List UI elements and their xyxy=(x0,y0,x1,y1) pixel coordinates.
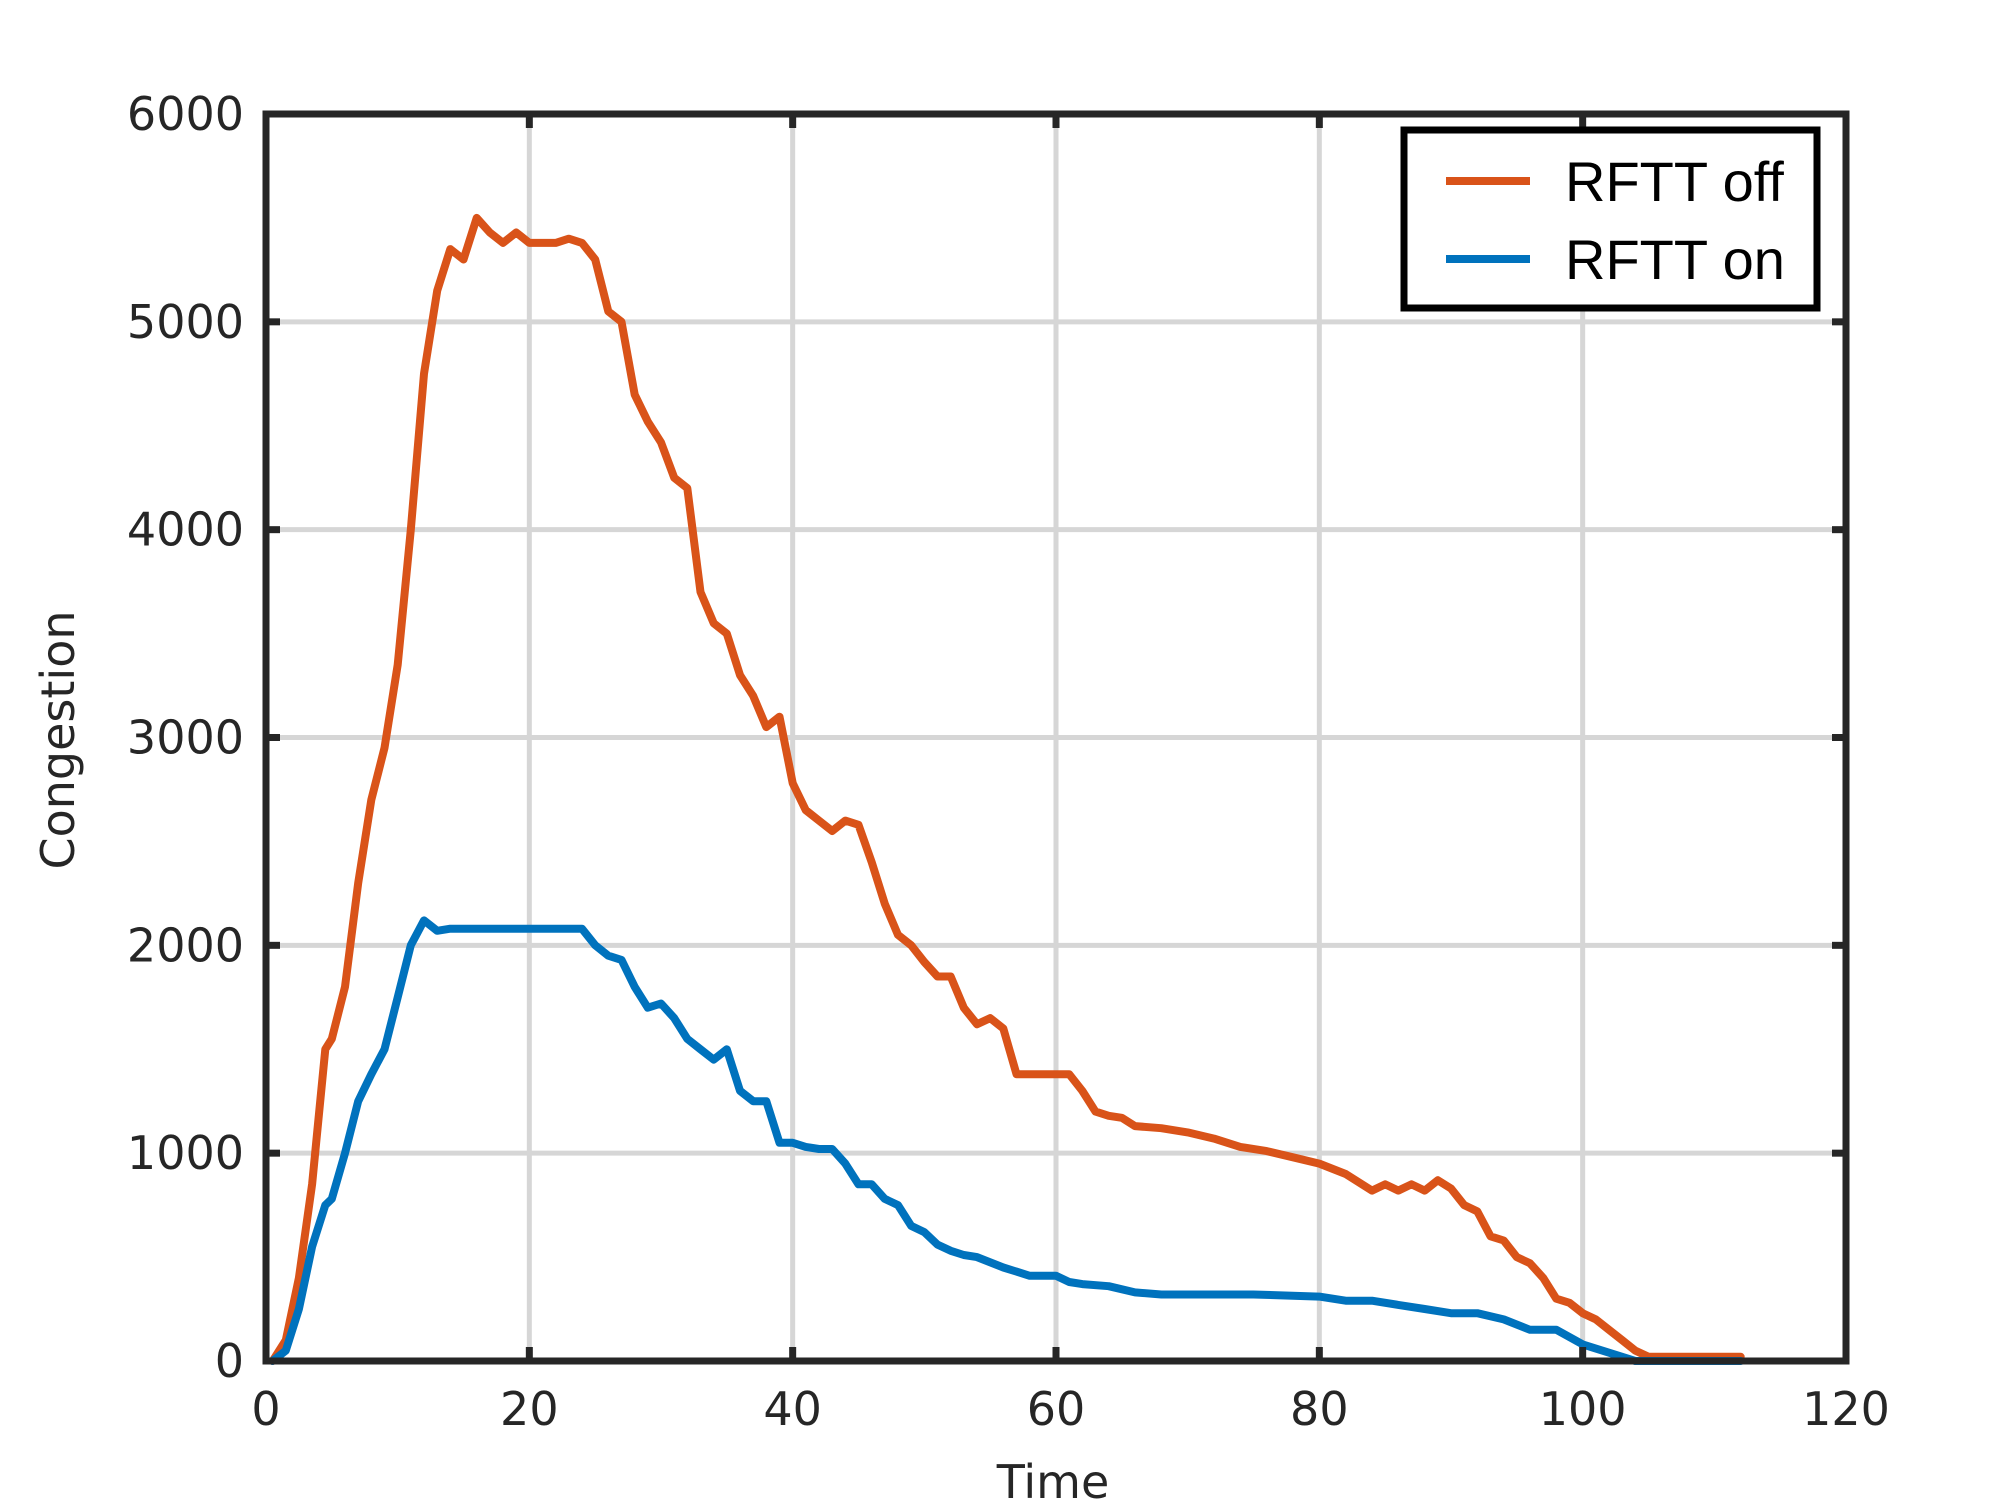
x-tick-label: 40 xyxy=(763,1382,822,1436)
grid-lines xyxy=(266,114,1846,1361)
x-axis-label: Time xyxy=(996,1455,1110,1506)
y-axis-label: Congestion xyxy=(31,611,85,870)
y-tick-label: 2000 xyxy=(127,918,244,972)
x-tick-label: 60 xyxy=(1027,1382,1086,1436)
tick-labels: 0 20 40 60 80 100 120 0 1000 2000 3000 4000 5000 6000 xyxy=(127,87,1890,1436)
x-tick-label: 20 xyxy=(500,1382,559,1436)
series-line-rftt-on xyxy=(268,916,1745,1365)
y-tick-label: 3000 xyxy=(127,711,244,765)
legend-box xyxy=(1400,126,1821,312)
x-tick-label: 100 xyxy=(1539,1382,1627,1436)
legend-label-rftt-off: RFTT off xyxy=(1565,150,1784,213)
y-tick-label: 4000 xyxy=(127,503,244,557)
y-tick-label: 6000 xyxy=(127,87,244,141)
x-tick-label: 120 xyxy=(1802,1382,1890,1436)
legend-label-rftt-on: RFTT on xyxy=(1565,228,1785,291)
x-tick-label: 0 xyxy=(251,1382,280,1436)
y-tick-label: 0 xyxy=(215,1334,244,1388)
y-tick-label: 1000 xyxy=(127,1126,244,1180)
x-tick-label: 80 xyxy=(1290,1382,1349,1436)
series-line-rftt-off xyxy=(268,213,1745,1365)
legend: RFTT off RFTT on xyxy=(1400,126,1821,312)
series-layer xyxy=(268,213,1745,1365)
y-tick-label: 5000 xyxy=(127,295,244,349)
axes xyxy=(262,110,1850,1365)
